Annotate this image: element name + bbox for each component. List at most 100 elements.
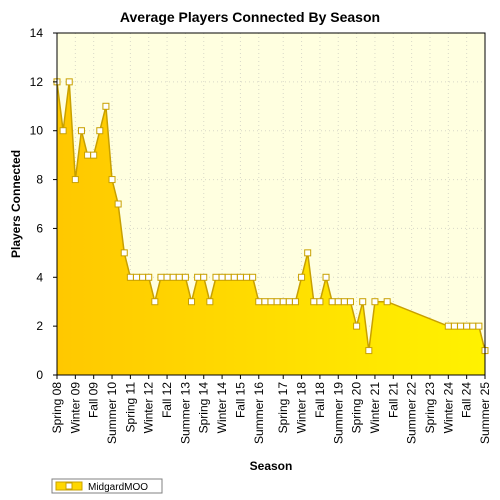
data-point [84,151,92,159]
data-point [383,298,391,306]
data-point [346,298,354,306]
x-tick-label: Spring 17 [276,382,290,434]
y-tick-label: 12 [30,75,44,89]
data-point [334,298,342,306]
data-point [444,322,452,330]
data-point [218,273,226,281]
legend: MidgardMOO [51,478,163,494]
data-point [322,273,330,281]
x-tick-label: Spring 20 [350,382,364,434]
data-point [139,273,147,281]
x-tick-label: Summer 22 [405,382,419,444]
data-point [126,273,134,281]
y-tick-label: 2 [36,319,43,333]
y-tick-label: 8 [36,173,43,187]
data-point [340,298,348,306]
x-tick-label: Fall 09 [87,382,101,418]
data-point [108,176,116,184]
x-tick-label: Fall 24 [460,382,474,418]
y-axis-title: Players Connected [9,150,23,258]
data-point [285,298,293,306]
data-point [145,273,153,281]
data-point [371,298,379,306]
data-point [249,273,257,281]
data-point [59,127,67,135]
x-tick-label: Spring 14 [197,382,211,434]
y-tick-label: 0 [36,368,43,382]
data-point [175,273,183,281]
x-tick-label: Fall 18 [313,382,327,418]
data-point [365,347,373,355]
data-point [102,102,110,110]
data-point [65,78,73,86]
data-point [255,298,263,306]
chart-title: Average Players Connected By Season [120,9,380,25]
data-point [212,273,220,281]
data-point [206,298,214,306]
x-tick-label: Winter 12 [142,382,156,434]
legend-marker-icon [65,482,73,490]
x-tick-label: Summer 25 [478,382,492,444]
x-tick-label: Winter 24 [441,382,455,434]
x-tick-label: Fall 21 [386,382,400,418]
y-tick-label: 10 [30,124,44,138]
data-point [267,298,275,306]
data-point [298,273,306,281]
x-tick-label: Fall 12 [160,382,174,418]
data-point [77,127,85,135]
data-point [279,298,287,306]
data-point [181,273,189,281]
y-tick-label: 6 [36,221,43,235]
data-point [291,298,299,306]
data-point [230,273,238,281]
data-point [163,273,171,281]
x-tick-label: Fall 15 [233,382,247,418]
x-tick-label: Winter 18 [295,382,309,434]
data-point [188,298,196,306]
data-point [120,249,128,257]
data-point [224,273,232,281]
data-point [359,298,367,306]
x-tick-label: Winter 14 [215,382,229,434]
data-point [71,176,79,184]
data-point [273,298,281,306]
x-tick-label: Spring 08 [50,382,64,434]
x-tick-label: Summer 10 [105,382,119,444]
y-tick-label: 4 [36,270,43,284]
data-point [475,322,483,330]
x-tick-label: Summer 16 [252,382,266,444]
x-tick-label: Summer 13 [178,382,192,444]
data-point [469,322,477,330]
data-point [114,200,122,208]
x-tick-label: Summer 19 [331,382,345,444]
data-point [304,249,312,257]
data-point [316,298,324,306]
data-point [200,273,208,281]
x-tick-label: Spring 11 [123,382,137,433]
data-point [450,322,458,330]
data-point [328,298,336,306]
data-point [243,273,251,281]
data-point [194,273,202,281]
y-tick-label: 14 [30,26,44,40]
x-tick-label: Spring 23 [423,382,437,434]
y-axis-ticks: 0 2 4 6 8 10 12 14 [30,26,57,382]
x-axis-ticks: Spring 08 Winter 09 Fall 09 Summer 10 Spring… [50,375,492,444]
plot-frame [56,32,486,376]
data-point [457,322,465,330]
x-tick-label: Winter 09 [68,382,82,434]
data-point [261,298,269,306]
x-tick-label: Winter 21 [368,382,382,434]
data-point [90,151,98,159]
data-point [96,127,104,135]
data-point [169,273,177,281]
data-point [151,298,159,306]
data-point [132,273,140,281]
data-point [236,273,244,281]
x-axis-title: Season [250,459,293,473]
data-point [310,298,318,306]
legend-label: MidgardMOO [88,482,148,493]
data-point [463,322,471,330]
